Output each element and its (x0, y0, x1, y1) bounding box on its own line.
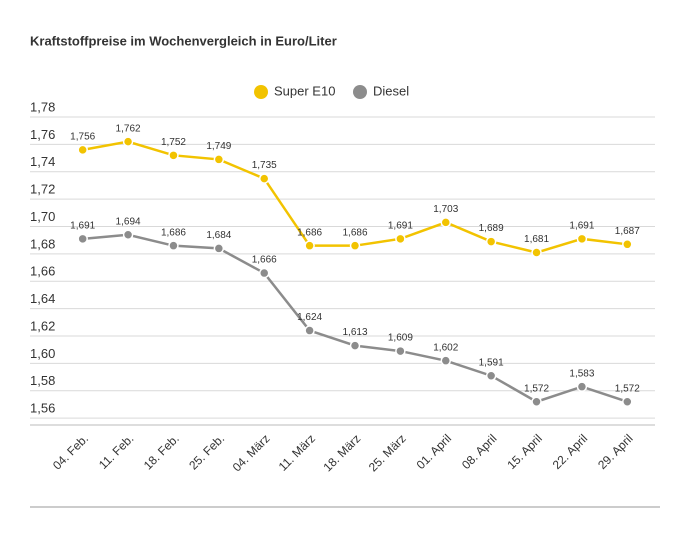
data-label: 1,613 (342, 327, 367, 338)
data-label: 1,687 (615, 226, 640, 237)
y-tick-label: 1,56 (30, 401, 55, 416)
data-point (77, 233, 88, 245)
data-point (122, 229, 134, 240)
data-point (440, 217, 452, 228)
x-tick-label: 29. April (595, 431, 636, 472)
data-label: 1,689 (479, 223, 504, 234)
data-label: 1,749 (206, 141, 231, 152)
data-label: 1,691 (569, 220, 594, 231)
data-point (168, 150, 179, 161)
x-tick-label: 04. Feb. (50, 431, 91, 472)
data-label: 1,686 (297, 227, 322, 238)
data-label: 1,666 (252, 255, 277, 266)
data-label: 1,591 (479, 357, 504, 368)
y-tick-label: 1,70 (30, 209, 55, 224)
data-point (531, 247, 542, 258)
data-label: 1,756 (70, 131, 95, 142)
x-tick-label: 11. März (276, 431, 318, 473)
legend-marker (254, 85, 268, 99)
data-point (576, 381, 588, 392)
data-point (213, 154, 225, 165)
data-point (304, 325, 315, 336)
data-label: 1,691 (388, 220, 413, 231)
data-label: 1,684 (206, 230, 231, 241)
series-line (82, 233, 628, 404)
chart-title: Kraftstoffpreise im Wochenvergleich in E… (30, 33, 337, 48)
x-tick-label: 11. Feb. (96, 431, 136, 471)
legend-label: Diesel (373, 83, 409, 98)
x-tick-label: 08. April (459, 431, 500, 472)
data-point (213, 243, 225, 254)
x-tick-label: 22. April (550, 431, 591, 472)
data-label: 1,752 (161, 137, 186, 148)
data-label: 1,686 (342, 227, 367, 238)
data-label: 1,572 (615, 383, 640, 394)
x-tick-label: 15. April (504, 431, 545, 472)
x-tick-label: 04. März (230, 431, 273, 474)
x-tick-label: 01. April (414, 431, 455, 472)
data-point (395, 345, 406, 357)
data-label: 1,735 (252, 160, 277, 171)
y-tick-label: 1,72 (30, 182, 55, 197)
data-label: 1,624 (297, 312, 322, 323)
data-point (349, 340, 361, 351)
y-tick-label: 1,62 (30, 318, 55, 333)
data-point (258, 173, 270, 184)
y-tick-label: 1,68 (30, 236, 55, 251)
y-tick-label: 1,74 (30, 154, 55, 169)
data-label: 1,602 (433, 342, 458, 353)
data-point (440, 355, 452, 366)
data-label: 1,762 (116, 123, 141, 134)
data-point (168, 240, 179, 251)
data-label: 1,583 (569, 368, 594, 379)
data-point (576, 233, 588, 245)
y-tick-label: 1,60 (30, 346, 55, 361)
data-point (485, 370, 497, 381)
data-label: 1,681 (524, 234, 549, 245)
data-point (304, 240, 315, 251)
y-tick-label: 1,58 (30, 373, 55, 388)
y-tick-label: 1,76 (30, 127, 55, 142)
data-point (622, 239, 633, 250)
data-point (122, 136, 134, 147)
data-label: 1,691 (70, 220, 95, 231)
data-point (349, 240, 361, 251)
data-point (485, 236, 497, 247)
y-tick-label: 1,64 (30, 291, 55, 306)
x-tick-label: 25. März (366, 431, 409, 474)
data-label: 1,703 (433, 204, 458, 215)
data-point (395, 233, 406, 245)
data-label: 1,686 (161, 227, 186, 238)
legend-label: Super E10 (274, 83, 335, 98)
y-tick-label: 1,78 (30, 99, 55, 114)
x-tick-label: 18. Feb. (141, 431, 182, 472)
data-label: 1,694 (116, 216, 141, 227)
y-tick-label: 1,66 (30, 264, 55, 279)
data-point (531, 396, 542, 407)
data-label: 1,609 (388, 333, 413, 344)
data-point (258, 267, 270, 279)
data-label: 1,572 (524, 383, 549, 394)
x-tick-label: 25. Feb. (186, 431, 227, 472)
legend-marker (353, 85, 367, 99)
data-point (622, 396, 633, 407)
data-point (77, 144, 88, 156)
x-tick-label: 18. März (320, 431, 363, 474)
